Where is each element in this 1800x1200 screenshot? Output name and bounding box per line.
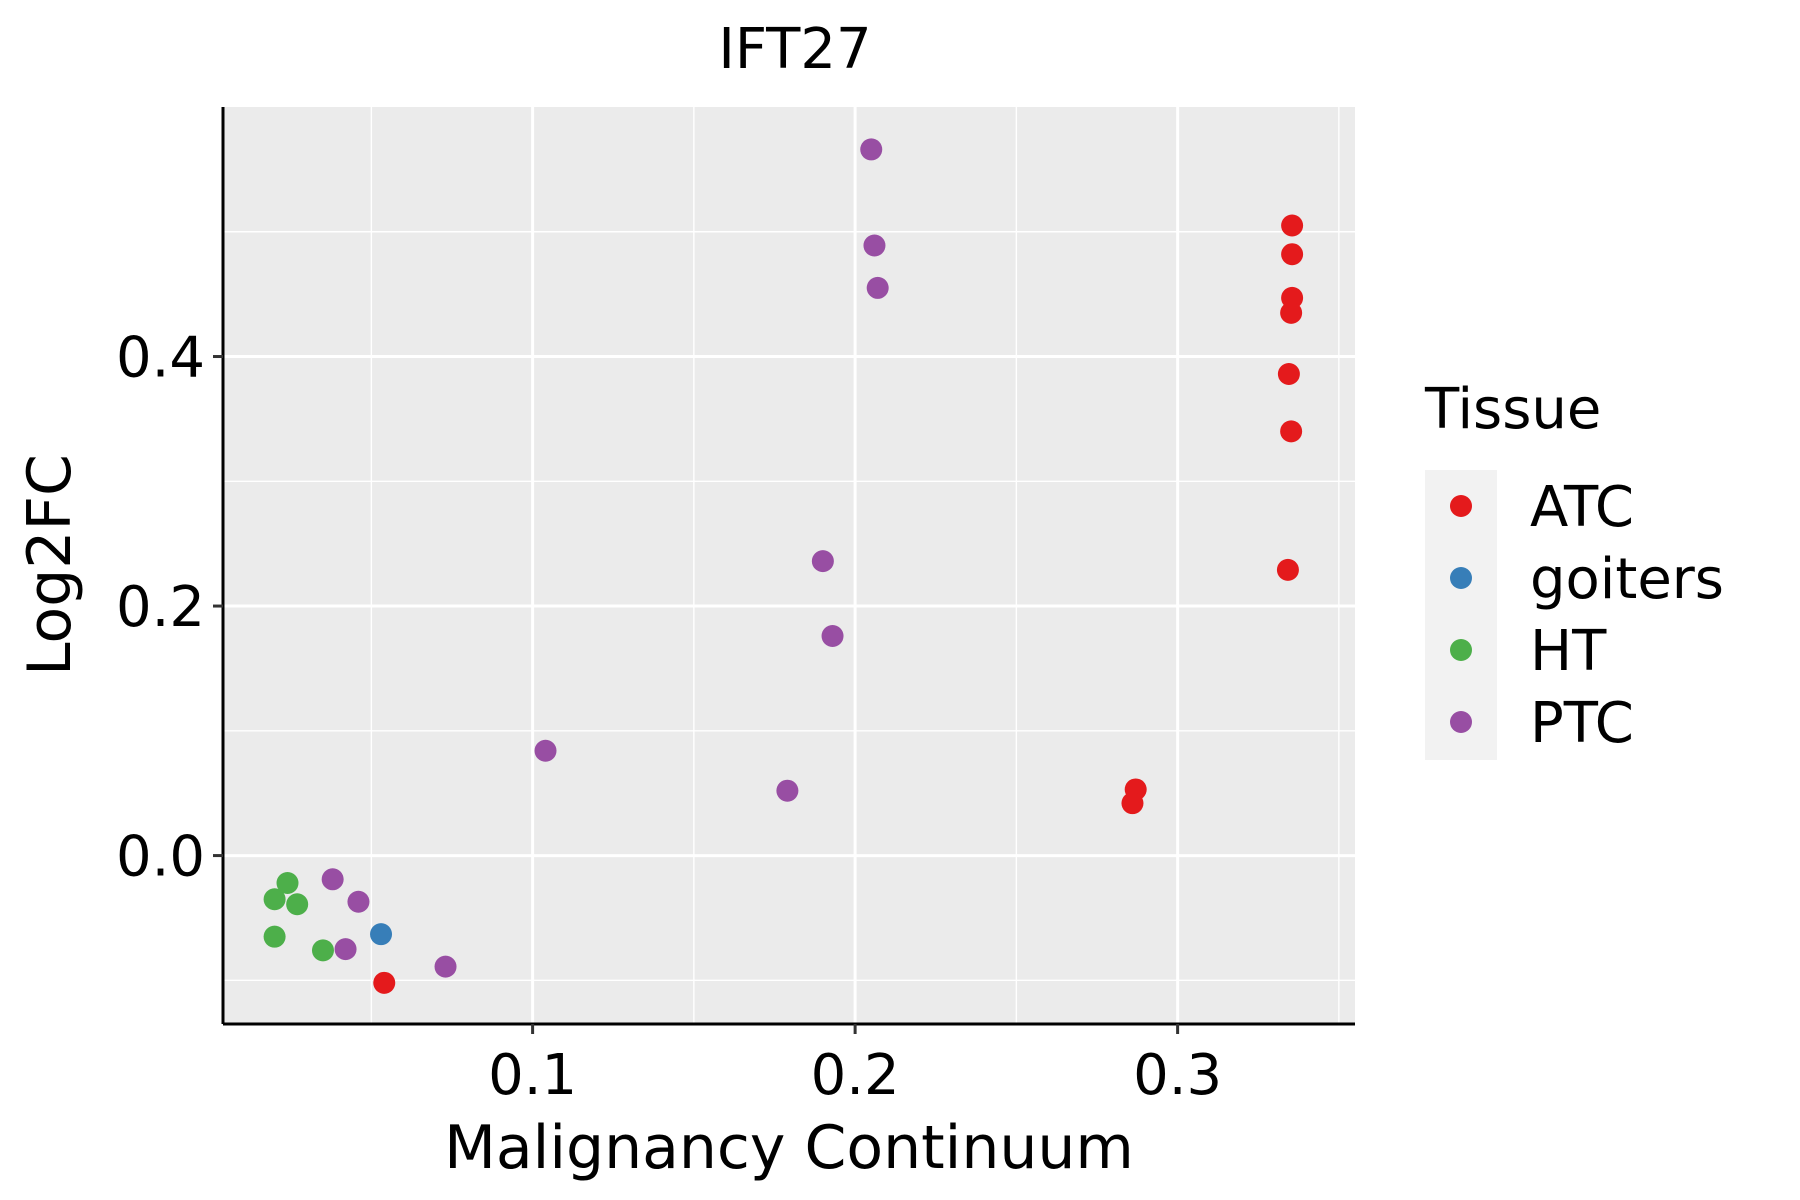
point-ht [276, 872, 299, 895]
point-goiters [370, 923, 393, 946]
point-atc [1280, 420, 1303, 443]
legend-key-ht [1450, 639, 1472, 661]
point-atc [1281, 214, 1304, 237]
legend-label-goiters: goiters [1530, 547, 1724, 612]
point-ptc [434, 955, 457, 978]
legend-key-goiters [1450, 567, 1472, 589]
point-atc [1121, 792, 1144, 815]
point-ptc [321, 868, 344, 891]
point-atc [373, 971, 396, 994]
data-points [263, 138, 1304, 994]
point-ht [311, 939, 334, 962]
point-atc [1276, 558, 1299, 581]
y-tick-label: 0.4 [116, 326, 205, 391]
point-ptc [534, 739, 557, 762]
legend-key-ptc [1450, 711, 1472, 733]
legend: Tissue ATC goiters HT PTC [1424, 377, 1724, 760]
point-atc [1277, 362, 1300, 385]
plot-panel [223, 107, 1355, 1024]
point-ptc [347, 890, 370, 913]
point-ht [263, 888, 286, 911]
point-atc [1281, 243, 1304, 266]
y-tick-label: 0.0 [116, 825, 205, 890]
y-ticks: 0.0 0.2 0.4 [116, 326, 223, 890]
point-ptc [863, 234, 886, 257]
legend-key-atc [1450, 495, 1472, 517]
x-axis-title: Malignancy Continuum [444, 1113, 1134, 1183]
x-tick-label: 0.3 [1133, 1043, 1222, 1108]
grid-major [223, 107, 1355, 1024]
chart-title: IFT27 [718, 17, 871, 82]
point-ht [286, 893, 309, 916]
grid-minor [223, 107, 1355, 1024]
point-ht [263, 925, 286, 948]
x-tick-label: 0.1 [488, 1043, 577, 1108]
point-ptc [866, 276, 889, 299]
x-ticks: 0.1 0.2 0.3 [488, 1024, 1222, 1108]
legend-label-ht: HT [1530, 619, 1607, 684]
point-atc [1280, 301, 1303, 324]
x-tick-label: 0.2 [811, 1043, 900, 1108]
point-ptc [811, 550, 834, 573]
point-ptc [334, 938, 357, 961]
point-ptc [821, 624, 844, 647]
legend-title: Tissue [1424, 377, 1601, 442]
legend-label-atc: ATC [1530, 475, 1634, 540]
point-ptc [860, 138, 883, 161]
legend-label-ptc: PTC [1530, 691, 1634, 756]
y-axis-title: Log2FC [15, 454, 85, 676]
point-ptc [776, 779, 799, 802]
y-tick-label: 0.2 [116, 575, 205, 640]
